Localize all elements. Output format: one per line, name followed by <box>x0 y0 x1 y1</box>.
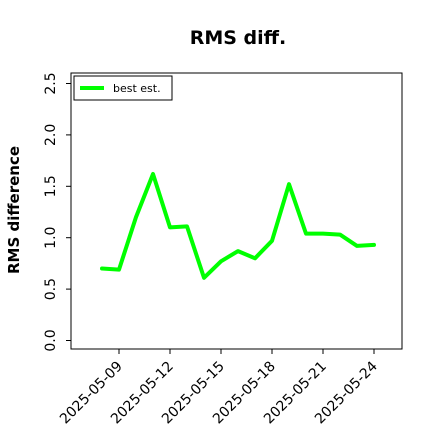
y-tick-label: 2.5 <box>43 72 59 94</box>
plot-area: 0.00.51.01.52.02.52025-05-092025-05-1220… <box>43 72 403 427</box>
y-tick-label: 2.0 <box>43 124 59 146</box>
y-tick-label: 0.5 <box>43 278 59 300</box>
y-tick-label: 1.5 <box>43 175 59 197</box>
y-tick-label: 0.0 <box>43 329 59 351</box>
chart-title: RMS diff. <box>190 27 287 49</box>
legend-label: best est. <box>113 82 161 95</box>
plot-frame <box>70 72 403 350</box>
series-line-best-est <box>100 172 376 280</box>
y-tick-label: 1.0 <box>43 227 59 249</box>
y-axis-label: RMS difference <box>5 146 23 274</box>
